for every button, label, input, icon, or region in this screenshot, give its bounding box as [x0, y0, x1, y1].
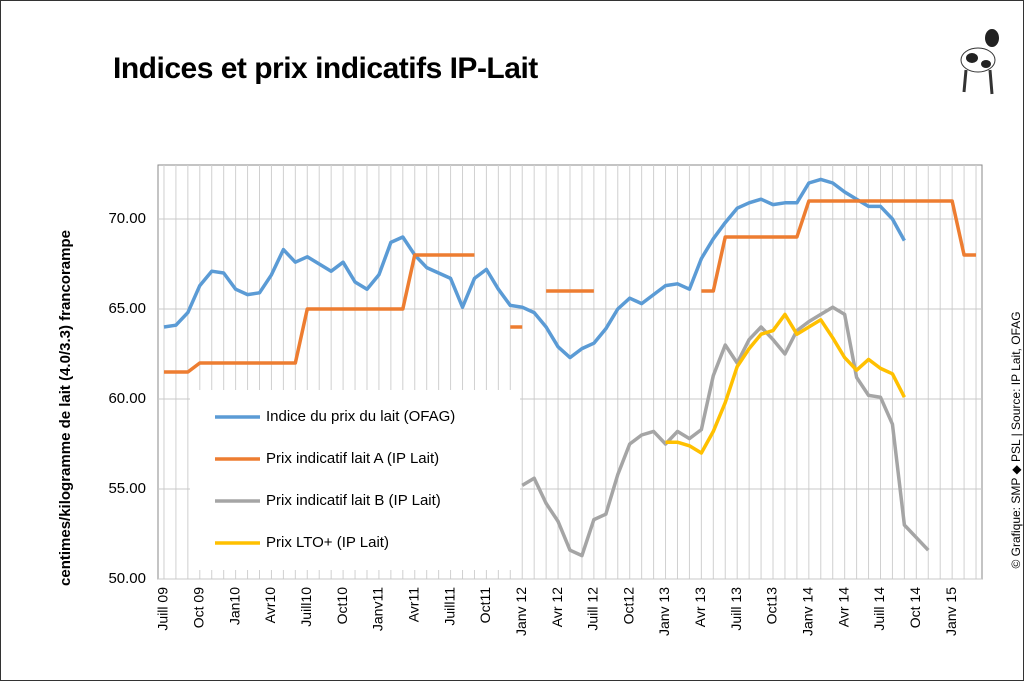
- x-tick-label: Juill11: [441, 587, 457, 626]
- legend-label: Indice du prix du lait (OFAG): [266, 408, 455, 425]
- legend-label: Prix indicatif lait B (IP Lait): [266, 492, 441, 509]
- x-tick-label: Oct 09: [191, 587, 207, 628]
- x-tick-label: Juill 09: [155, 587, 171, 631]
- chart: Indices et prix indicatifs IP-Lait centi…: [0, 0, 1024, 681]
- x-tick-label: Avr 14: [835, 587, 851, 627]
- y-tick-label: 65.00: [108, 300, 146, 317]
- y-tick-label: 70.00: [108, 210, 146, 227]
- x-tick-label: Janv 12: [513, 587, 529, 636]
- x-tick-label: Avr 12: [549, 587, 565, 627]
- x-tick-label: Oct12: [620, 587, 636, 625]
- x-tick-label: Avr11: [405, 587, 421, 622]
- legend-label: Prix LTO+ (IP Lait): [266, 534, 389, 551]
- source-note: © Grafique: SMP ◆ PSL | Source: IP Lait,…: [1009, 311, 1023, 568]
- y-axis-label: centimes/kilogramme de lait (4.0/3.3) fr…: [57, 230, 74, 586]
- x-tick-label: Avr 13: [692, 587, 708, 627]
- x-tick-label: Oct11: [477, 587, 493, 624]
- legend-label: Prix indicatif lait A (IP Lait): [266, 450, 439, 467]
- x-tick-label: Janv11: [370, 587, 386, 631]
- y-tick-label: 60.00: [108, 390, 146, 407]
- x-tick-label: Janv 15: [943, 587, 959, 636]
- x-tick-label: Oct 14: [907, 587, 923, 628]
- chart-title: Indices et prix indicatifs IP-Lait: [113, 52, 538, 85]
- x-tick-label: Oct13: [764, 587, 780, 625]
- x-tick-label: Avr10: [262, 587, 278, 624]
- x-tick-label: Juill10: [298, 587, 314, 627]
- x-tick-label: Juill 14: [871, 587, 887, 631]
- x-tick-label: Juill 13: [728, 587, 744, 631]
- x-tick-label: Janv 14: [800, 587, 816, 636]
- x-tick-label: Juill 12: [585, 587, 601, 631]
- x-tick-label: Janv 13: [656, 587, 672, 636]
- y-tick-label: 55.00: [108, 480, 146, 497]
- x-tick-label: Jan10: [226, 587, 242, 625]
- x-tick-label: Oct10: [334, 587, 350, 625]
- y-tick-label: 50.00: [108, 570, 146, 587]
